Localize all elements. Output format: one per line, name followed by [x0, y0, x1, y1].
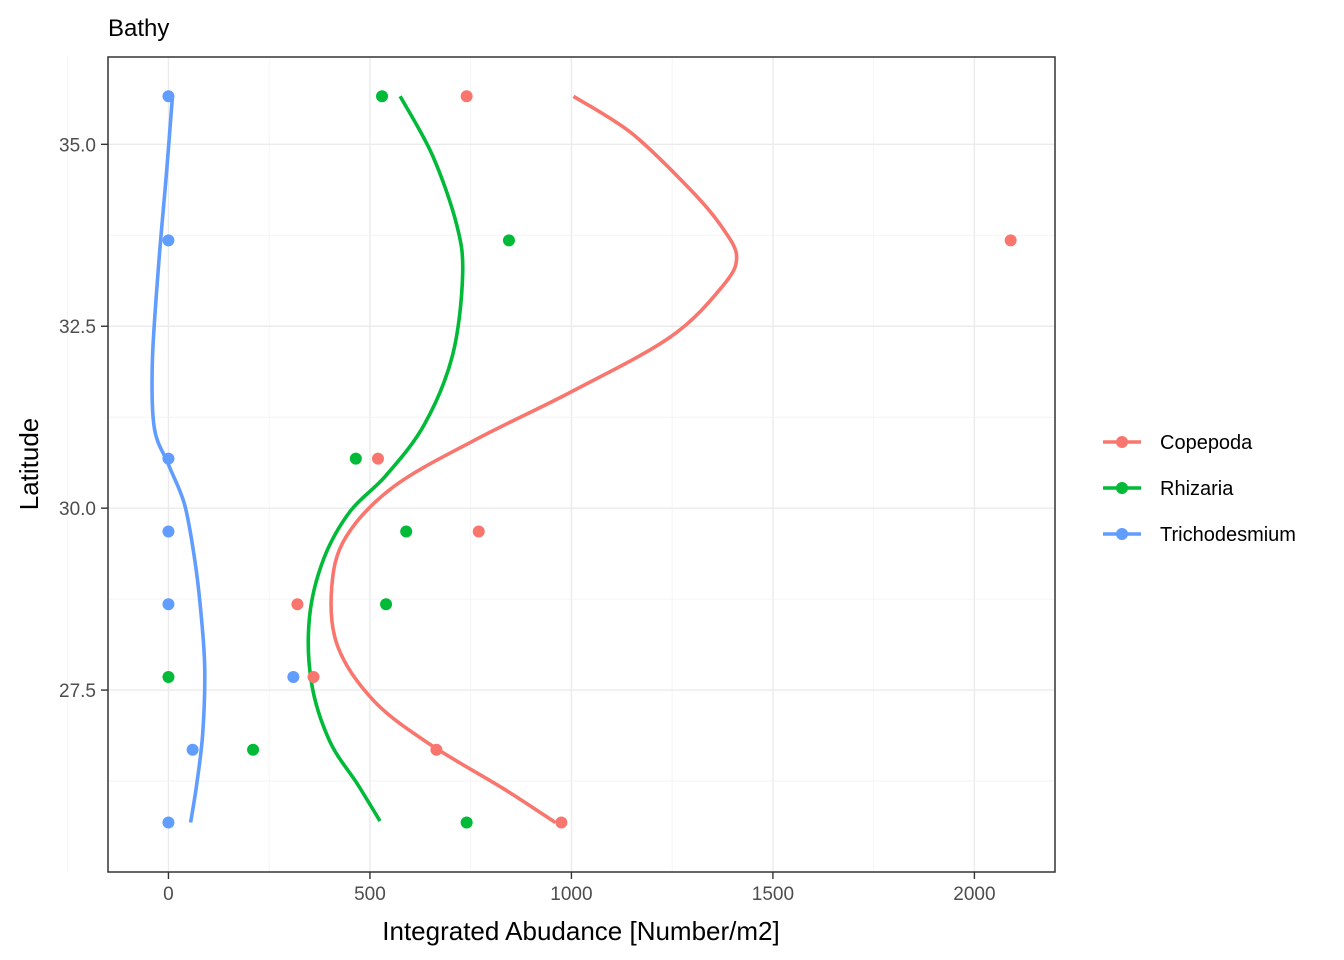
- point-copepoda: [291, 598, 304, 611]
- legend-item-trichodesmium: Trichodesmium: [1103, 524, 1296, 546]
- point-rhizaria: [162, 670, 175, 683]
- x-axis-label: Integrated Abudance [Number/m2]: [382, 916, 779, 946]
- smooth-line-rhizaria: [306, 95, 465, 822]
- point-trichodesmium: [162, 598, 175, 611]
- x-tick-label: 2000: [953, 884, 995, 905]
- legend: Copepoda Rhizaria Trichodesmium: [1103, 432, 1296, 546]
- point-copepoda: [1004, 234, 1017, 247]
- smooth-line-trichodesmium: [150, 96, 207, 823]
- data-points: [162, 90, 1017, 829]
- point-rhizaria: [380, 598, 393, 611]
- plot-border: [107, 56, 1056, 873]
- point-rhizaria: [460, 816, 473, 829]
- legend-key-point: [1116, 436, 1128, 448]
- x-tick-label: 1000: [550, 884, 592, 905]
- legend-label: Rhizaria: [1160, 478, 1234, 500]
- point-rhizaria: [400, 525, 413, 538]
- legend-label: Trichodesmium: [1160, 524, 1296, 546]
- point-copepoda: [371, 452, 384, 465]
- point-copepoda: [430, 743, 443, 756]
- point-rhizaria: [247, 743, 260, 756]
- point-trichodesmium: [186, 743, 199, 756]
- y-axis-label: Latitude: [14, 418, 44, 511]
- point-rhizaria: [502, 234, 515, 247]
- x-tick-label: 500: [354, 884, 386, 905]
- point-copepoda: [460, 90, 473, 103]
- y-tick-label: 27.5: [59, 681, 96, 702]
- point-trichodesmium: [162, 452, 175, 465]
- legend-item-rhizaria: Rhizaria: [1103, 478, 1234, 500]
- point-rhizaria: [349, 452, 362, 465]
- point-trichodesmium: [162, 90, 175, 103]
- y-tick-label: 35.0: [59, 135, 96, 156]
- point-trichodesmium: [162, 816, 175, 829]
- point-trichodesmium: [162, 234, 175, 247]
- point-trichodesmium: [162, 525, 175, 538]
- y-tick-label: 30.0: [59, 499, 96, 520]
- legend-label: Copepoda: [1160, 432, 1253, 454]
- legend-key-point: [1116, 482, 1128, 494]
- grid: [67, 57, 1055, 872]
- chart-title: Bathy: [108, 15, 169, 42]
- legend-key-point: [1116, 528, 1128, 540]
- point-trichodesmium: [287, 670, 300, 683]
- legend-item-copepoda: Copepoda: [1103, 432, 1253, 454]
- y-tick-label: 32.5: [59, 317, 96, 338]
- x-tick-label: 0: [163, 884, 174, 905]
- point-rhizaria: [376, 90, 389, 103]
- point-copepoda: [307, 670, 320, 683]
- axes: 0 500 1000 1500 2000 27.5 30.0 32.5 35.0: [59, 135, 996, 905]
- smooth-line-copepoda: [329, 94, 739, 825]
- point-copepoda: [472, 525, 485, 538]
- x-tick-label: 1500: [752, 884, 794, 905]
- point-copepoda: [555, 816, 568, 829]
- plot-background: [108, 57, 1055, 872]
- smooth-curves: [150, 94, 739, 825]
